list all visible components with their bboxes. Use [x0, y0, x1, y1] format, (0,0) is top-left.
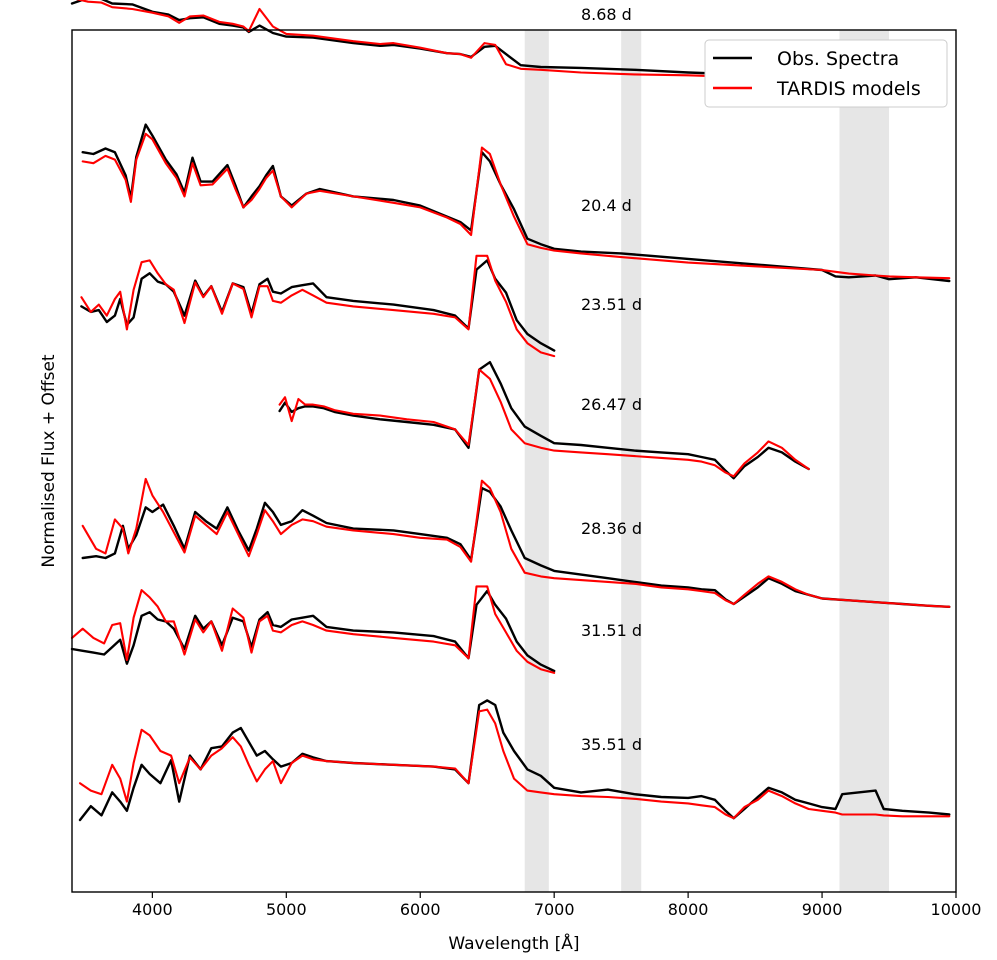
spectrum-group-31-51-d: [70, 585, 556, 674]
spectrum-group-8-68-d: [70, 0, 904, 83]
x-tick-label: 5000: [266, 900, 307, 919]
shaded-band-2: [621, 30, 642, 892]
epoch-label: 35.51 d: [581, 735, 642, 754]
spectrum-group-28-36-d: [81, 477, 951, 608]
shaded-band-3: [839, 30, 890, 892]
legend-observed-label: Obs. Spectra: [777, 48, 899, 70]
model-spectrum-line: [70, 585, 556, 674]
x-tick-label: 6000: [400, 900, 441, 919]
epoch-label: 26.47 d: [581, 395, 642, 414]
x-tick-label: 4000: [132, 900, 173, 919]
model-spectrum-line: [81, 477, 951, 608]
x-axis-ticks: 4000 5000 6000 7000 8000 9000 10000: [132, 892, 981, 919]
model-spectrum-line: [76, 0, 904, 83]
epoch-label: 20.4 d: [581, 196, 632, 215]
spectrum-group-35-51-d: [78, 699, 951, 822]
x-tick-label: 8000: [668, 900, 709, 919]
epoch-labels-layer: 8.68 d 20.4 d 23.51 d 26.47 d 28.36 d 31.51 d…: [581, 5, 642, 754]
legend: Obs. Spectra TARDIS models: [704, 39, 948, 108]
observed-spectrum-line: [81, 486, 951, 608]
spectra-series-layer: [70, 0, 951, 822]
model-spectrum-line: [278, 368, 810, 478]
epoch-label: 31.51 d: [581, 621, 642, 640]
x-tick-label: 7000: [534, 900, 575, 919]
epoch-label: 8.68 d: [581, 5, 632, 24]
shaded-band-1: [524, 30, 549, 892]
spectrum-group-20-4-d: [81, 123, 951, 283]
spectrum-group-23-51-d: [80, 254, 556, 358]
legend-model-label: TARDIS models: [776, 78, 921, 100]
x-tick-label: 9000: [802, 900, 843, 919]
model-spectrum-line: [80, 254, 556, 358]
x-tick-label: 10000: [931, 900, 982, 919]
x-axis-label: Wavelength [Å]: [448, 932, 579, 954]
shaded-bands: [524, 30, 890, 892]
epoch-label: 23.51 d: [581, 295, 642, 314]
observed-spectrum-line: [278, 361, 810, 480]
observed-spectrum-line: [70, 0, 904, 83]
spectrum-group-26-47-d: [278, 361, 810, 480]
model-spectrum-line: [78, 708, 951, 820]
plot-frame: [71, 29, 957, 893]
model-spectrum-line: [81, 132, 951, 280]
epoch-label: 28.36 d: [581, 519, 642, 538]
y-axis-label: Normalised Flux + Offset: [39, 354, 59, 568]
legend-box: [704, 39, 948, 108]
